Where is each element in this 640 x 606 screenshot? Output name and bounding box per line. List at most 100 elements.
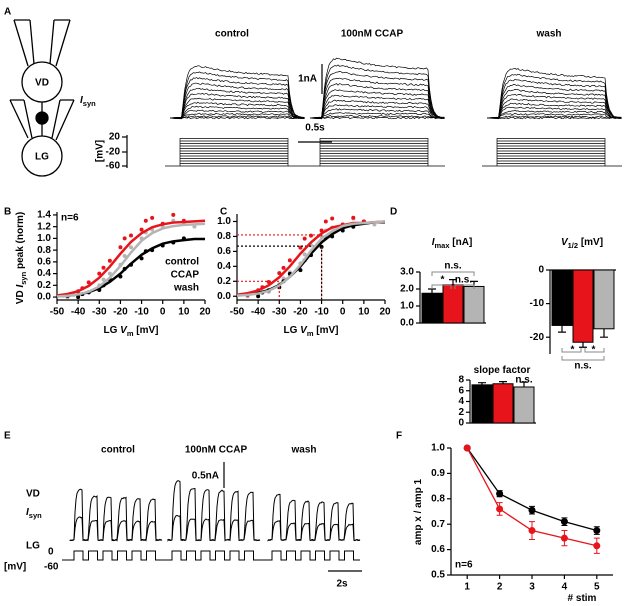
marker: [560, 534, 568, 542]
label-part: V: [300, 325, 308, 336]
x-tick-label: -50: [50, 307, 65, 318]
error-bar: [449, 279, 457, 285]
marker: [528, 527, 536, 535]
x-tick-label: 5: [594, 582, 600, 593]
y-tick-label: 0: [538, 265, 544, 276]
error-bar: [520, 381, 528, 387]
current-trace: [69, 488, 163, 542]
y-tick-label: 2: [458, 407, 464, 418]
data-point: [129, 245, 133, 250]
y-tick-label: 1.2: [37, 221, 51, 232]
current-trace: [169, 112, 305, 120]
bar: [421, 292, 443, 324]
chart-title: V1/2 [mV]: [561, 237, 603, 250]
data-point: [107, 271, 112, 276]
current-trace: [486, 115, 622, 119]
voltage-unit: [mV]: [95, 140, 106, 162]
panel-label: F: [396, 431, 402, 442]
x-tick-label: 3: [529, 582, 535, 593]
marker: [560, 518, 568, 526]
fit-line: [236, 220, 385, 297]
x-tick-label: -20: [293, 307, 308, 318]
panel-label: E: [4, 431, 11, 442]
data-point: [122, 254, 127, 258]
x-tick-label: 10: [358, 307, 370, 318]
current-trace: [309, 83, 445, 119]
label-part: slope factor: [474, 365, 531, 376]
current-trace: [309, 112, 445, 119]
x-tick-label: -50: [230, 307, 245, 318]
current-trace: [309, 116, 445, 120]
significance-bracket: [561, 356, 605, 361]
x-axis-label: LG Vm [mV]: [103, 325, 158, 338]
current-trace: [486, 78, 622, 119]
x-tick-label: -10: [134, 307, 149, 318]
current-trace: [309, 71, 445, 120]
y-tick-label: 1.0: [400, 301, 414, 312]
current-trace: [169, 97, 305, 120]
label-part: V: [561, 237, 569, 248]
current-trace: [486, 109, 622, 120]
label-part: [mV]: [314, 325, 339, 336]
current-trace: [309, 99, 445, 119]
data-point: [129, 233, 133, 238]
data-point: [101, 265, 106, 270]
current-label: Isyn: [80, 95, 96, 108]
legend-entry: wash: [173, 283, 199, 294]
y-tick-label: 0.5: [431, 570, 445, 581]
cell-label: LG: [35, 152, 49, 163]
guide-line: [237, 245, 323, 300]
data-point: [323, 219, 328, 224]
y-tick-label: 0.7: [431, 519, 445, 530]
data-point: [101, 277, 106, 282]
x-tick-label: -30: [92, 307, 107, 318]
label-part: syn: [83, 99, 96, 108]
significance: *: [571, 345, 575, 356]
y-tick-label: 0.6: [217, 246, 231, 257]
neuron-diagram: [9, 19, 75, 177]
legend-entry: CCAP: [171, 270, 200, 281]
marker: [593, 542, 601, 550]
voltage-tick-label: -20: [106, 147, 121, 158]
error-bar: [558, 325, 566, 333]
current-trace: [486, 84, 622, 119]
fit-line: [56, 219, 206, 297]
y-tick-label: 0.8: [37, 245, 51, 256]
label-part: I: [15, 285, 26, 288]
current-trace: [267, 493, 361, 542]
data-point: [86, 280, 91, 285]
significance: *: [592, 345, 596, 356]
label-part: I: [26, 507, 29, 518]
voltage-steps: [482, 138, 622, 167]
x-tick-label: 10: [178, 307, 190, 318]
x-tick-label: 20: [199, 307, 211, 318]
y-tick-label: 0.2: [217, 276, 231, 287]
data-point: [139, 227, 144, 232]
scale-label: 2s: [336, 579, 348, 590]
voltage-pulses: [62, 550, 162, 561]
voltage-pulses: [160, 550, 260, 561]
y-tick-label: 0.8: [217, 231, 231, 242]
significance: n.s.: [444, 261, 461, 272]
y-tick-label: 1.0: [217, 216, 231, 227]
current-trace: [486, 112, 622, 119]
bar: [513, 386, 535, 424]
data-point: [97, 271, 102, 276]
data-point: [351, 215, 356, 220]
y-tick-label: 1.4: [37, 210, 51, 221]
label-part: max: [434, 241, 450, 250]
current-trace: [170, 116, 305, 120]
current-trace: [310, 115, 445, 119]
y-tick-label: 4: [458, 396, 464, 407]
label-part: 1/2: [568, 241, 578, 250]
current-trace: [309, 94, 445, 120]
label-part: m: [127, 329, 134, 338]
y-tick-label: 0.0: [37, 292, 51, 303]
y-tick-label: 1.0: [431, 443, 445, 454]
label-part: m: [307, 329, 314, 338]
label-part: I: [432, 237, 435, 248]
bar: [463, 285, 485, 324]
label-part: [mV]: [578, 237, 603, 248]
x-tick-label: 2: [497, 582, 503, 593]
chart-title: slope factor: [474, 365, 531, 376]
